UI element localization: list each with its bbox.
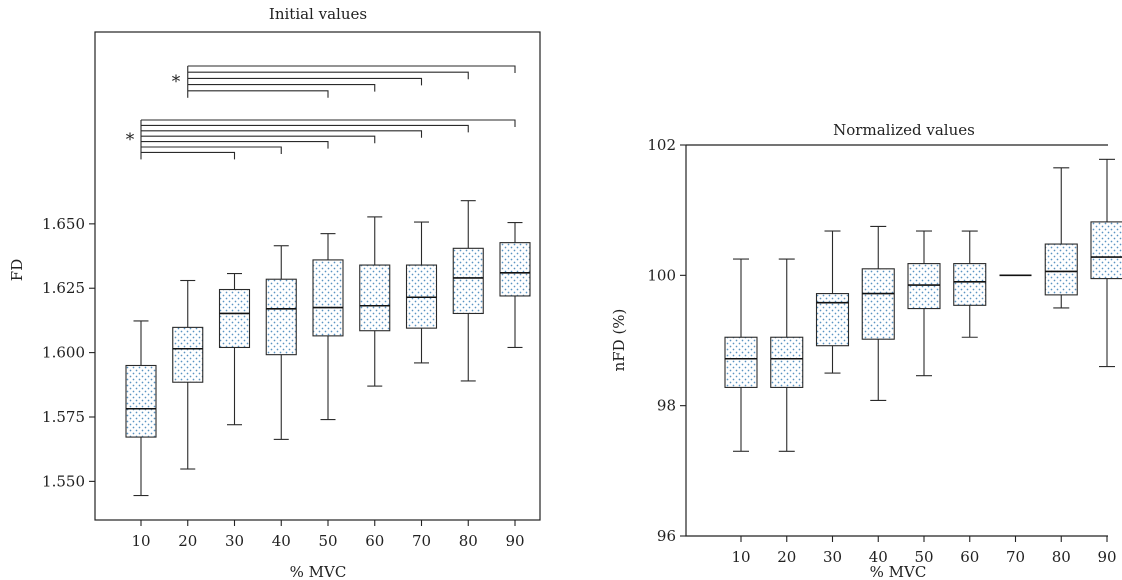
bracket-20-90: [187, 65, 516, 73]
iqr-box: [1090, 221, 1122, 280]
iqr-box: [359, 264, 391, 332]
box-series: [125, 200, 531, 497]
y-tick-label: 96: [657, 527, 676, 545]
bracket-10-90: [141, 119, 516, 127]
x-tick-label: 50: [914, 548, 933, 566]
bracket-10-70: [141, 130, 423, 138]
box-90: [499, 222, 531, 349]
x-tick-label: 50: [318, 532, 337, 550]
x-ticks: 10 20 30 40 50 60 70 80 90: [131, 520, 525, 550]
bracket-20-70: [187, 77, 423, 86]
box-series: [724, 158, 1122, 452]
iqr-box: [312, 259, 344, 337]
box-30: [218, 273, 251, 426]
x-tick-label: 60: [365, 532, 384, 550]
x-axis-label: % MVC: [870, 563, 927, 580]
bracket-10-50: [141, 141, 329, 149]
bracket-10-60: [141, 135, 376, 144]
x-tick-label: 70: [1006, 548, 1025, 566]
y-tick-label: 1.650: [42, 215, 85, 233]
x-tick-label: 40: [869, 548, 888, 566]
x-tick-label: 80: [459, 532, 478, 550]
iqr-box: [452, 247, 484, 315]
bracket-10-80: [141, 124, 469, 133]
significance-star: *: [172, 72, 181, 92]
y-tick-label: 100: [647, 266, 676, 284]
y-tick-label: 1.600: [42, 344, 85, 362]
iqr-box: [770, 336, 804, 388]
bracket-10-30: [141, 151, 236, 160]
x-tick-label: 30: [823, 548, 842, 566]
bracket-10-40: [141, 146, 282, 154]
chart-title: Normalized values: [833, 121, 975, 139]
iqr-box: [724, 336, 758, 388]
plot-frame: [94, 31, 541, 521]
box-50: [312, 233, 344, 421]
y-tick-label: 1.625: [42, 279, 85, 297]
x-tick-label: 40: [272, 532, 291, 550]
y-ticks: 1.550 1.575 1.600 1.625 1.650: [42, 215, 95, 490]
box-20: [172, 279, 204, 470]
box-60: [359, 216, 391, 387]
box-70: [405, 221, 438, 364]
box-40: [265, 245, 297, 440]
x-tick-label: 30: [225, 532, 244, 550]
normalized-values-panel: Normalized values nFD (%) % MVC 96 98 100 1…: [610, 121, 1122, 580]
x-tick-label: 10: [131, 532, 150, 550]
box-60: [953, 230, 987, 338]
iqr-box: [218, 288, 251, 349]
box-40: [861, 225, 895, 402]
iqr-box: [172, 326, 204, 383]
box-50: [907, 230, 941, 377]
y-axis-label: FD: [8, 259, 26, 281]
box-80: [1044, 167, 1078, 309]
bracket-20-50: [187, 90, 329, 98]
box-80: [452, 200, 484, 382]
y-ticks: 96 98 100 102: [647, 136, 686, 545]
iqr-box: [953, 263, 987, 306]
significance-star: *: [126, 130, 135, 150]
significance-brackets: **: [126, 65, 516, 160]
x-ticks: 10 20 30 40 50 60 70 80 90: [731, 536, 1117, 566]
x-tick-label: 10: [731, 548, 750, 566]
y-tick-label: 1.575: [42, 408, 85, 426]
y-axis-label: nFD (%): [610, 309, 628, 372]
x-tick-label: 90: [505, 532, 524, 550]
iqr-box: [907, 263, 941, 310]
bracket-20-60: [187, 84, 376, 92]
y-tick-label: 1.550: [42, 472, 85, 490]
x-axis-label: % MVC: [290, 563, 347, 580]
x-tick-label: 20: [777, 548, 796, 566]
x-tick-label: 20: [178, 532, 197, 550]
iqr-box: [1044, 243, 1078, 296]
bracket-20-80: [187, 71, 469, 80]
initial-values-panel: Initial values FD % MVC 1.5501.5751.6001…: [8, 5, 541, 580]
x-tick-label: 60: [960, 548, 979, 566]
box-10: [724, 258, 758, 452]
box-10: [125, 320, 157, 497]
iqr-box: [265, 278, 297, 356]
iqr-box: [125, 364, 157, 438]
chart-title: Initial values: [269, 5, 367, 23]
y-tick-label: 102: [647, 136, 676, 154]
y-tick-label: 98: [657, 397, 676, 415]
iqr-box: [861, 268, 895, 340]
x-tick-label: 80: [1052, 548, 1071, 566]
box-90: [1090, 158, 1122, 368]
x-tick-label: 90: [1097, 548, 1116, 566]
x-tick-label: 70: [412, 532, 431, 550]
box-30: [815, 230, 850, 374]
iqr-box: [815, 293, 850, 347]
iqr-box: [499, 242, 531, 297]
box-20: [770, 258, 804, 452]
